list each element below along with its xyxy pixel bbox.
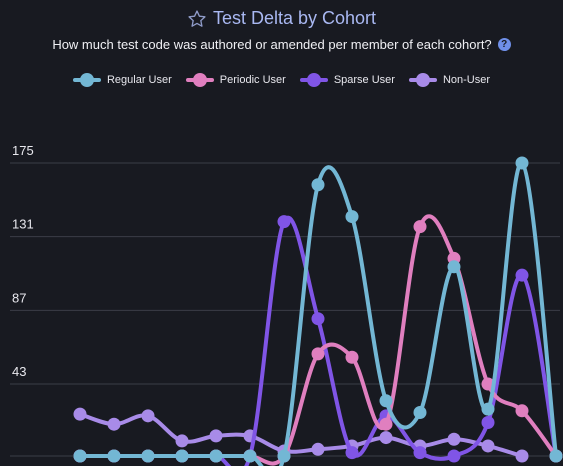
data-point[interactable] — [73, 407, 87, 421]
y-tick-label: 175 — [12, 143, 34, 158]
data-point[interactable] — [175, 434, 189, 448]
data-point[interactable] — [311, 312, 325, 326]
data-point[interactable] — [447, 449, 461, 463]
chart-subtitle-row: How much test code was authored or amend… — [0, 37, 563, 52]
data-point[interactable] — [73, 449, 87, 463]
data-point[interactable] — [481, 416, 495, 430]
data-point[interactable] — [413, 446, 427, 460]
data-point[interactable] — [515, 404, 529, 418]
data-point[interactable] — [447, 260, 461, 274]
data-point[interactable] — [379, 394, 393, 408]
data-point[interactable] — [277, 449, 291, 463]
data-point[interactable] — [345, 350, 359, 364]
star-icon[interactable] — [187, 9, 207, 29]
legend-item-regular-user[interactable]: Regular User — [72, 73, 172, 87]
data-point[interactable] — [277, 215, 291, 229]
data-point[interactable] — [107, 449, 121, 463]
legend-label: Sparse User — [333, 74, 395, 86]
data-point[interactable] — [413, 405, 427, 419]
chart-legend: Regular User Periodic User Sparse User Non-… — [0, 73, 563, 87]
data-point[interactable] — [175, 449, 189, 463]
data-point[interactable] — [311, 178, 325, 192]
data-point[interactable] — [311, 347, 325, 361]
data-point[interactable] — [447, 432, 461, 446]
data-point[interactable] — [481, 402, 495, 416]
data-point[interactable] — [379, 417, 393, 431]
y-tick-label: 43 — [12, 364, 26, 379]
chart-title-row: Test Delta by Cohort — [0, 8, 563, 29]
data-point[interactable] — [549, 449, 563, 463]
data-point[interactable] — [209, 429, 223, 443]
data-point[interactable] — [345, 446, 359, 460]
legend-label: Regular User — [106, 74, 172, 86]
data-point[interactable] — [209, 449, 223, 463]
legend-item-non-user[interactable]: Non-User — [408, 73, 491, 87]
data-point[interactable] — [481, 439, 495, 453]
data-point[interactable] — [379, 431, 393, 445]
series-regular-user — [73, 156, 563, 466]
y-tick-label: 131 — [12, 217, 34, 232]
data-point[interactable] — [345, 210, 359, 224]
legend-item-periodic-user[interactable]: Periodic User — [185, 73, 286, 87]
legend-swatch — [299, 73, 328, 87]
data-point[interactable] — [515, 268, 529, 282]
data-point[interactable] — [311, 442, 325, 456]
data-point[interactable] — [243, 449, 257, 463]
data-point[interactable] — [515, 156, 529, 170]
series-sparse-user — [73, 215, 563, 466]
help-icon[interactable]: ? — [497, 38, 511, 51]
y-tick-label: 87 — [12, 290, 26, 305]
data-point[interactable] — [515, 449, 529, 463]
series-line-sparse-user — [78, 215, 558, 466]
legend-item-sparse-user[interactable]: Sparse User — [299, 73, 395, 87]
legend-swatch — [72, 73, 101, 87]
chart-title: Test Delta by Cohort — [212, 8, 377, 28]
data-point[interactable] — [141, 409, 155, 423]
legend-label: Non-User — [442, 74, 491, 86]
data-point[interactable] — [141, 449, 155, 463]
legend-swatch — [408, 73, 437, 87]
data-point[interactable] — [413, 220, 427, 234]
legend-label: Periodic User — [219, 74, 286, 86]
data-point[interactable] — [107, 417, 121, 431]
chart-subtitle: How much test code was authored or amend… — [52, 37, 492, 52]
legend-swatch — [185, 73, 214, 87]
